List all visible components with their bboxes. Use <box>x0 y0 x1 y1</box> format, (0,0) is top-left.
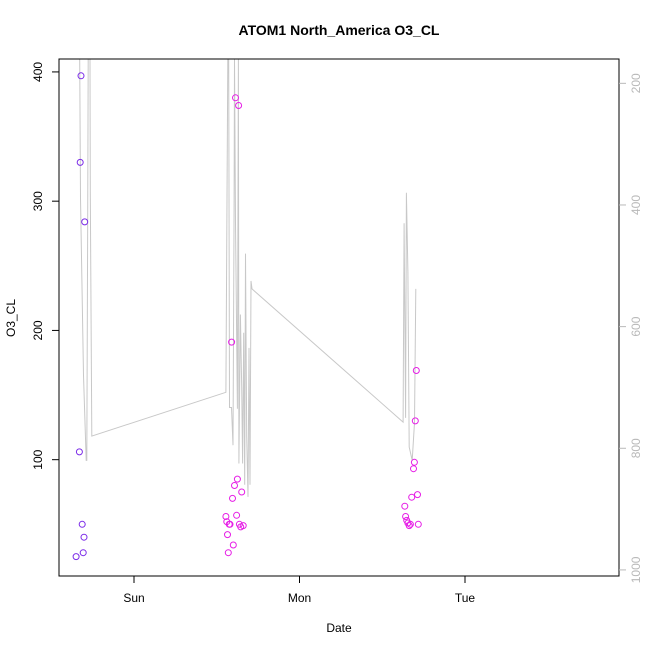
scatter-point <box>72 553 80 561</box>
scatter-point <box>414 520 422 528</box>
scatter-point <box>75 448 83 456</box>
x-tick-label: Tue <box>455 591 476 605</box>
scatter-point <box>79 549 87 557</box>
scatter-point <box>238 488 246 496</box>
scatter-point <box>229 494 236 502</box>
scatter-point <box>77 72 85 80</box>
scatter-point <box>412 367 420 374</box>
scatter-point <box>239 522 247 530</box>
scatter-point <box>222 513 230 520</box>
scatter-point <box>414 491 421 499</box>
scatter-point <box>226 520 234 528</box>
y-right-tick-label: 200 <box>629 73 643 93</box>
points-layer <box>72 72 422 561</box>
scatter-point <box>76 158 84 166</box>
x-axis-label: Date <box>326 621 352 635</box>
scatter-point <box>81 218 89 226</box>
y-right-tick-label: 800 <box>629 438 643 458</box>
scatter-point <box>80 533 88 541</box>
scatter-point <box>228 338 236 346</box>
x-tick-label: Sun <box>123 591 144 605</box>
y-axis-label: O3_CL <box>4 299 18 337</box>
scatter-point <box>235 102 243 109</box>
plot-frame <box>58 58 620 577</box>
y-right-tick-label: 600 <box>629 316 643 336</box>
scatter-point <box>406 520 414 528</box>
x-tick-label: Mon <box>288 591 311 605</box>
x-axis: Sun Mon Tue <box>123 576 475 605</box>
scatter-point <box>401 502 409 510</box>
y-tick-label: 300 <box>31 191 45 211</box>
scatter-point <box>232 94 239 102</box>
scatter-point <box>410 465 417 473</box>
scatter-point <box>229 541 237 549</box>
y-tick-label: 400 <box>31 62 45 82</box>
scatter-point <box>224 549 232 557</box>
scatter-point <box>233 475 241 483</box>
y-tick-label: 200 <box>31 320 45 340</box>
scatter-point <box>224 531 231 539</box>
scatter-point <box>78 520 86 528</box>
y-right-tick-label: 1000 <box>629 556 643 583</box>
line-layer <box>79 59 417 497</box>
chart-title: ATOM1 North_America O3_CL <box>239 22 440 38</box>
scatter-point <box>411 417 419 425</box>
y-axis: 100 200 300 400 <box>31 62 59 470</box>
y-right-tick-label: 400 <box>629 195 643 215</box>
series-line <box>79 59 417 497</box>
scatter-point <box>402 513 410 520</box>
scatter-point <box>233 511 241 519</box>
scatter-point <box>405 522 413 530</box>
scatter-point <box>410 458 418 466</box>
scatter-point <box>408 493 416 501</box>
scatter-point <box>231 482 238 489</box>
y-tick-label: 100 <box>31 449 45 469</box>
y-axis-right: 200 400 600 800 1000 <box>619 73 643 583</box>
